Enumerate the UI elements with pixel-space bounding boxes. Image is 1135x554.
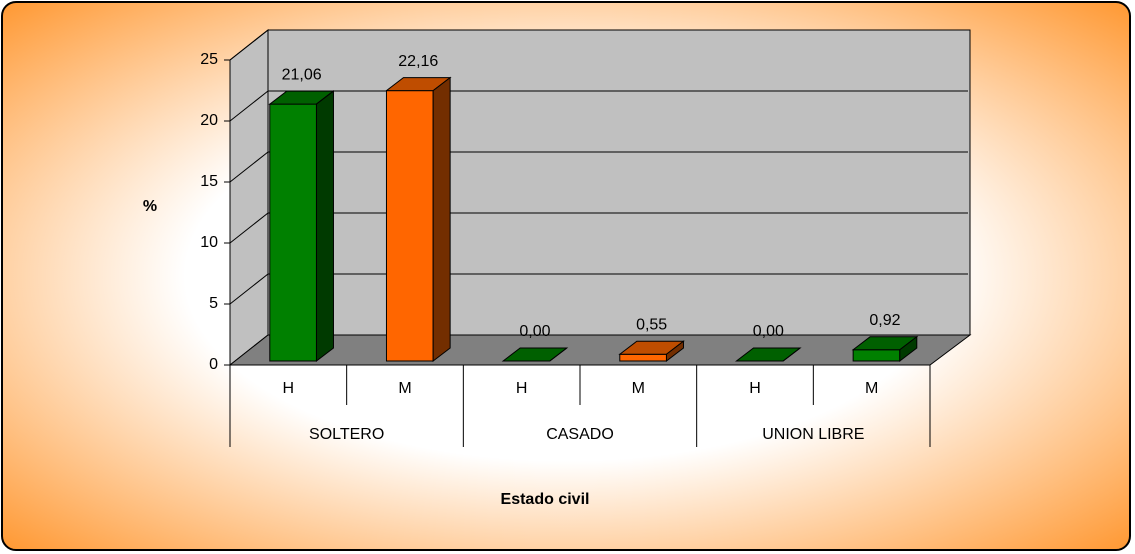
y-tick-label: 25 — [200, 51, 218, 68]
group-label: UNION LIBRE — [762, 426, 864, 443]
data-label: 21,06 — [282, 66, 322, 83]
x-tick-label: M — [398, 380, 411, 397]
y-tick-label: 5 — [209, 295, 218, 312]
y-tick-label: 20 — [200, 112, 218, 129]
side-wall — [229, 28, 269, 367]
x-tick-label: H — [749, 380, 761, 397]
bar — [618, 340, 685, 363]
x-tick-label: H — [516, 380, 528, 397]
x-tick-label: M — [865, 380, 878, 397]
bar-front — [852, 349, 901, 362]
bar-side — [899, 335, 918, 363]
bar-side — [315, 90, 334, 363]
group-label: CASADO — [546, 426, 614, 443]
data-label: 22,16 — [398, 53, 438, 70]
bar — [851, 335, 919, 363]
data-label: 0,00 — [753, 323, 784, 340]
bar-side — [432, 76, 451, 363]
x-axis-label: Estado civil — [501, 491, 590, 508]
grid-line — [229, 29, 269, 61]
y-tick-label: 10 — [200, 234, 218, 251]
bar — [384, 76, 452, 363]
data-label: 0,00 — [519, 323, 550, 340]
bar-front — [385, 90, 434, 362]
bar-side — [665, 340, 684, 363]
grid-line — [229, 90, 269, 122]
y-axis-label: % — [143, 198, 157, 215]
group-label: SOLTERO — [309, 426, 384, 443]
bar — [734, 347, 802, 362]
grid-line — [229, 151, 269, 183]
data-label: 0,92 — [869, 312, 900, 329]
back-wall — [267, 29, 971, 336]
bar-front — [269, 103, 317, 362]
grid-line — [229, 273, 269, 305]
data-label: 0,55 — [636, 317, 667, 334]
x-tick-label: M — [632, 380, 645, 397]
bar-side — [549, 347, 568, 362]
bar — [268, 90, 335, 363]
bar-front — [619, 353, 667, 362]
x-tick-label: H — [283, 380, 295, 397]
bar-side — [782, 347, 801, 362]
bar — [501, 347, 569, 362]
y-tick-label: 15 — [200, 173, 218, 190]
grid-line — [229, 212, 269, 244]
y-tick-label: 0 — [209, 356, 218, 373]
